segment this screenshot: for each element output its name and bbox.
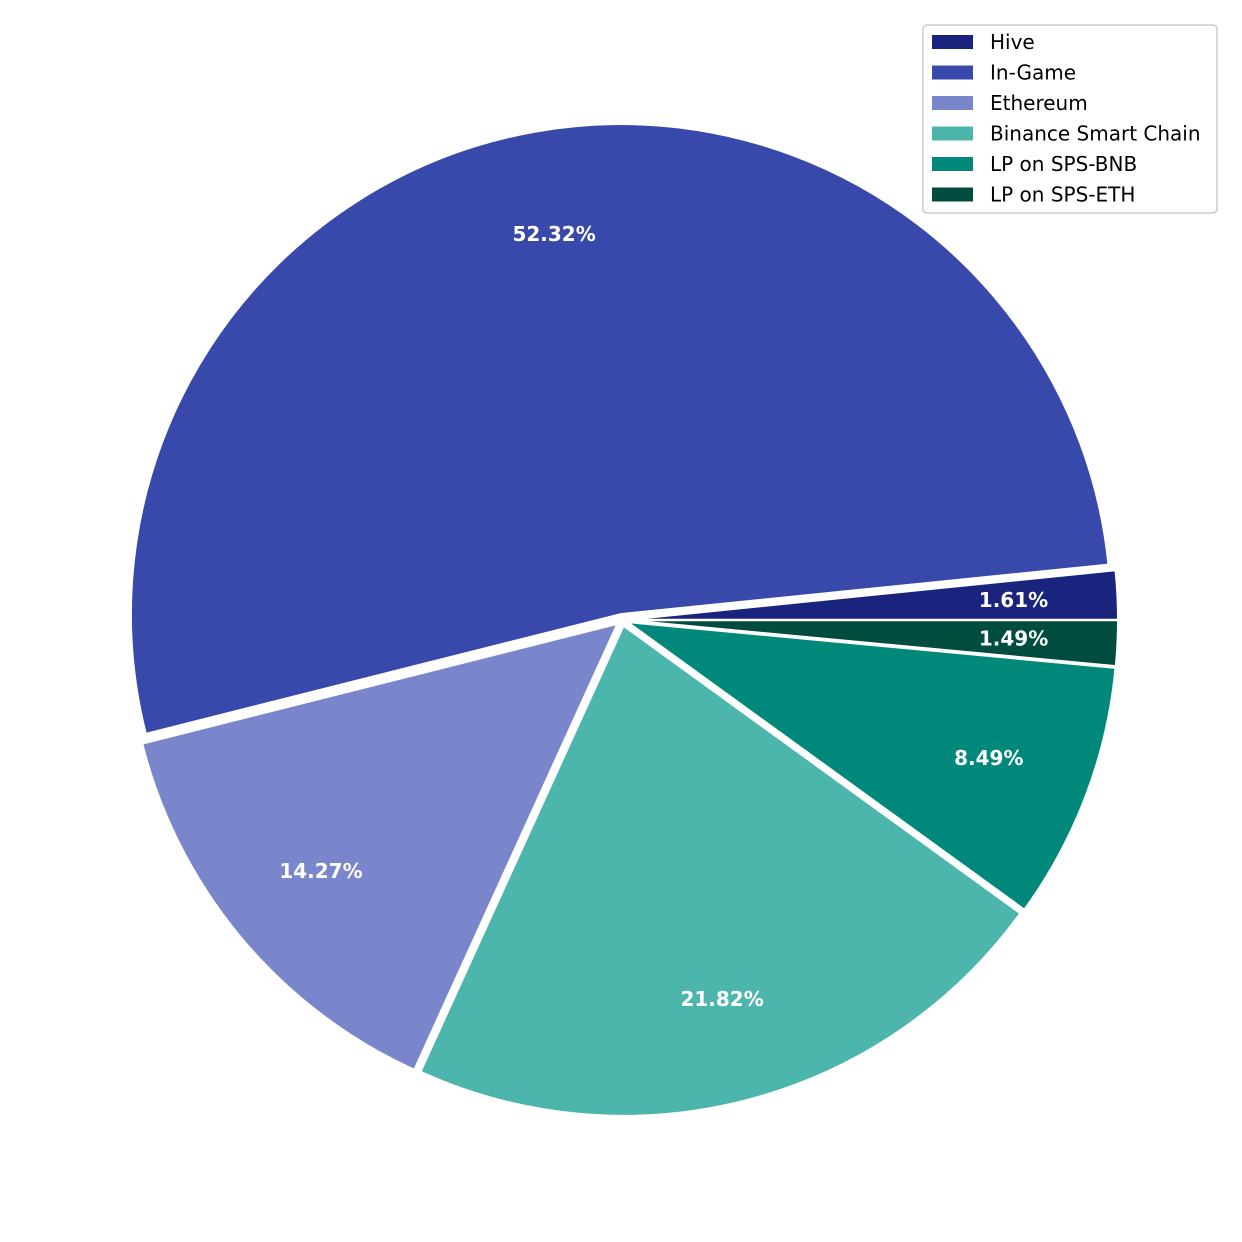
slice-label-lp-on-sps-eth: 1.49% [979, 626, 1048, 650]
pie-slice-lp-on-sps-eth [626, 619, 1119, 668]
legend-label-ethereum: Ethereum [990, 91, 1088, 115]
legend: Hive In-Game Ethereum Binance Smart Chain LP… [922, 24, 1218, 214]
slice-label-binance-smart-chain: 21.82% [680, 987, 763, 1011]
pie-slice-binance-smart-chain [419, 624, 1022, 1117]
pie-slice-in-game [130, 123, 1110, 735]
slice-label-in-game: 52.32% [512, 222, 595, 246]
legend-label-hive: Hive [990, 30, 1035, 54]
pie-slice-lp-on-sps-bnb [626, 621, 1117, 911]
legend-swatch-lp-on-sps-eth [932, 187, 973, 202]
legend-label-binance-smart-chain: Binance Smart Chain [990, 122, 1201, 146]
slice-label-lp-on-sps-bnb: 8.49% [954, 746, 1023, 770]
pie-slices [130, 123, 1119, 1117]
legend-label-lp-on-sps-eth: LP on SPS-ETH [990, 183, 1135, 207]
slice-label-ethereum: 14.27% [279, 859, 362, 883]
legend-swatch-lp-on-sps-bnb [932, 157, 973, 171]
slice-label-hive: 1.61% [979, 588, 1048, 612]
legend-swatch-ethereum [932, 96, 973, 110]
legend-frame [922, 24, 1218, 214]
legend-label-in-game: In-Game [990, 61, 1076, 85]
pie-labels: 1.61% 52.32% 14.27% 21.82% 8.49% 1.49% [279, 222, 1048, 1011]
legend-swatch-binance-smart-chain [932, 126, 973, 141]
pie-slice-ethereum [141, 622, 619, 1071]
legend-label-lp-on-sps-bnb: LP on SPS-BNB [990, 152, 1137, 176]
legend-swatch-hive [932, 35, 973, 49]
legend-items: Hive In-Game Ethereum Binance Smart Chain LP… [932, 30, 1201, 207]
legend-swatch-in-game [932, 65, 973, 80]
